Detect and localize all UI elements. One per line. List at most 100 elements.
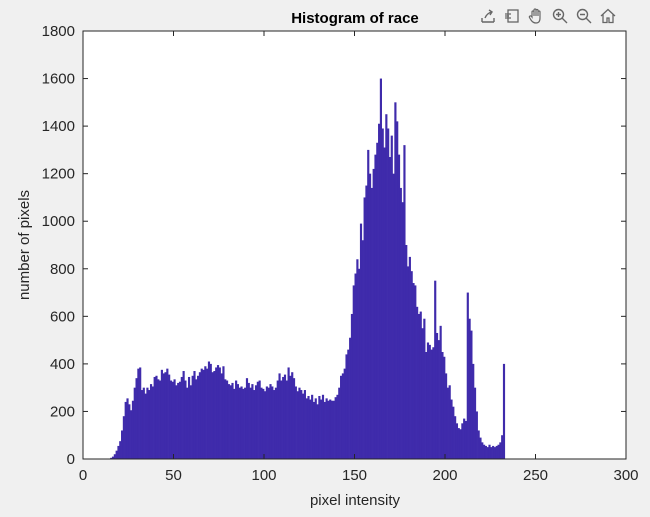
histogram-bar bbox=[378, 123, 381, 459]
histogram-bar bbox=[430, 349, 433, 459]
histogram-bar bbox=[332, 400, 335, 459]
histogram-bar bbox=[213, 371, 216, 459]
histogram-bar bbox=[227, 384, 230, 459]
histogram-bar bbox=[423, 318, 426, 459]
histogram-bar bbox=[187, 376, 191, 459]
histogram-bar bbox=[419, 311, 422, 459]
histogram-bar bbox=[245, 378, 249, 459]
histogram-bar bbox=[457, 428, 460, 459]
x-tick-label: 300 bbox=[613, 467, 638, 484]
export-icon bbox=[480, 9, 495, 23]
histogram-bar bbox=[488, 444, 491, 459]
histogram-bar bbox=[311, 394, 314, 459]
histogram-bar bbox=[186, 387, 189, 459]
histogram-bar bbox=[249, 387, 252, 459]
histogram-bar bbox=[385, 114, 388, 459]
zoom-in-icon bbox=[552, 8, 567, 24]
histogram-bar bbox=[499, 442, 502, 459]
histogram-bar bbox=[117, 445, 120, 459]
histogram-bar bbox=[316, 404, 319, 459]
histogram-bar bbox=[363, 197, 366, 459]
histogram-bar bbox=[142, 387, 145, 459]
histogram-bar bbox=[394, 102, 397, 459]
histogram-bar bbox=[434, 280, 437, 459]
histogram-bar bbox=[202, 369, 205, 459]
histogram-bar bbox=[483, 444, 486, 459]
histogram-bar bbox=[287, 367, 290, 459]
histogram-bar bbox=[236, 384, 240, 459]
home-button[interactable] bbox=[596, 5, 619, 27]
histogram-bar bbox=[207, 361, 211, 459]
histogram-bar bbox=[343, 368, 346, 459]
histogram-bar bbox=[278, 373, 281, 459]
histogram-bar bbox=[349, 337, 352, 459]
histogram-bar bbox=[262, 388, 265, 459]
y-tick-label: 1200 bbox=[42, 166, 75, 183]
x-tick-label: 0 bbox=[79, 467, 87, 484]
histogram-bar bbox=[159, 380, 162, 459]
histogram-bar bbox=[388, 157, 392, 459]
histogram-bar bbox=[454, 416, 457, 459]
histogram-bar bbox=[271, 386, 274, 459]
histogram-bar bbox=[160, 369, 163, 459]
chart-title: Histogram of race bbox=[291, 10, 419, 27]
histogram-bar bbox=[435, 332, 439, 459]
histogram-bar bbox=[473, 387, 477, 459]
histogram-bar bbox=[414, 285, 417, 459]
histogram-bar bbox=[466, 292, 469, 459]
pan-button[interactable] bbox=[524, 5, 547, 27]
histogram-bar bbox=[130, 410, 133, 459]
histogram-bar bbox=[111, 456, 115, 459]
histogram-bar bbox=[330, 400, 334, 459]
histogram-bar bbox=[327, 400, 330, 459]
histogram-bar bbox=[368, 173, 372, 460]
histogram-bar bbox=[452, 406, 455, 459]
histogram-bar bbox=[455, 423, 459, 459]
histogram-bar bbox=[367, 149, 370, 459]
histogram-bar bbox=[146, 387, 149, 459]
histogram-bar bbox=[285, 380, 288, 459]
histogram-bar bbox=[490, 447, 493, 459]
histogram-bar bbox=[475, 411, 478, 459]
pan-hand-icon bbox=[528, 8, 541, 24]
histogram-bar bbox=[325, 398, 328, 459]
histogram-bar bbox=[173, 379, 176, 459]
histogram-bar bbox=[206, 368, 209, 459]
histogram-bar bbox=[289, 375, 292, 459]
histogram-bar bbox=[372, 168, 375, 459]
histogram-bar bbox=[381, 128, 384, 460]
histogram-bar bbox=[495, 445, 498, 459]
export-button[interactable] bbox=[476, 5, 499, 27]
histogram-bar bbox=[273, 390, 276, 459]
histogram-bar bbox=[244, 387, 247, 459]
brush-button[interactable] bbox=[500, 5, 523, 27]
histogram-bar bbox=[403, 145, 406, 459]
y-tick-label: 600 bbox=[50, 308, 75, 325]
x-axis: 0 50 100 150 200 250 300 bbox=[79, 31, 639, 484]
histogram-bar bbox=[303, 390, 306, 459]
zoom-in-button[interactable] bbox=[548, 5, 571, 27]
histogram-bar bbox=[477, 430, 480, 459]
histogram-bar bbox=[406, 266, 410, 459]
histogram-bar bbox=[280, 380, 283, 459]
histogram-bar bbox=[296, 391, 299, 459]
histogram-bar bbox=[292, 378, 296, 459]
y-tick-label: 800 bbox=[50, 261, 75, 278]
zoom-out-button[interactable] bbox=[572, 5, 595, 27]
x-tick-label: 150 bbox=[342, 467, 367, 484]
histogram-bar bbox=[334, 397, 337, 459]
x-tick-label: 200 bbox=[432, 467, 457, 484]
y-tick-label: 1000 bbox=[42, 213, 75, 230]
histogram-bar bbox=[441, 352, 444, 459]
histogram-bar bbox=[358, 268, 361, 459]
histogram-bar bbox=[119, 441, 122, 459]
histogram-bar bbox=[144, 393, 147, 459]
histogram-bar bbox=[182, 371, 185, 459]
histogram-bar bbox=[189, 385, 192, 459]
histogram-bar bbox=[392, 173, 395, 460]
histogram-bar bbox=[307, 395, 310, 459]
histogram-bar bbox=[450, 399, 453, 459]
histogram-bar bbox=[417, 313, 421, 459]
brush-icon bbox=[504, 9, 519, 23]
